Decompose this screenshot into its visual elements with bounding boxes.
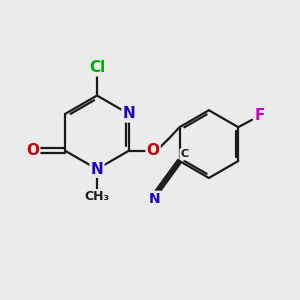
Text: C: C — [180, 149, 188, 159]
Text: N: N — [91, 162, 103, 177]
Text: O: O — [146, 143, 160, 158]
Text: F: F — [254, 108, 265, 123]
Text: Cl: Cl — [89, 60, 105, 75]
Text: N: N — [149, 192, 160, 206]
Text: N: N — [122, 106, 135, 122]
Text: O: O — [26, 143, 39, 158]
Text: CH₃: CH₃ — [85, 190, 110, 203]
